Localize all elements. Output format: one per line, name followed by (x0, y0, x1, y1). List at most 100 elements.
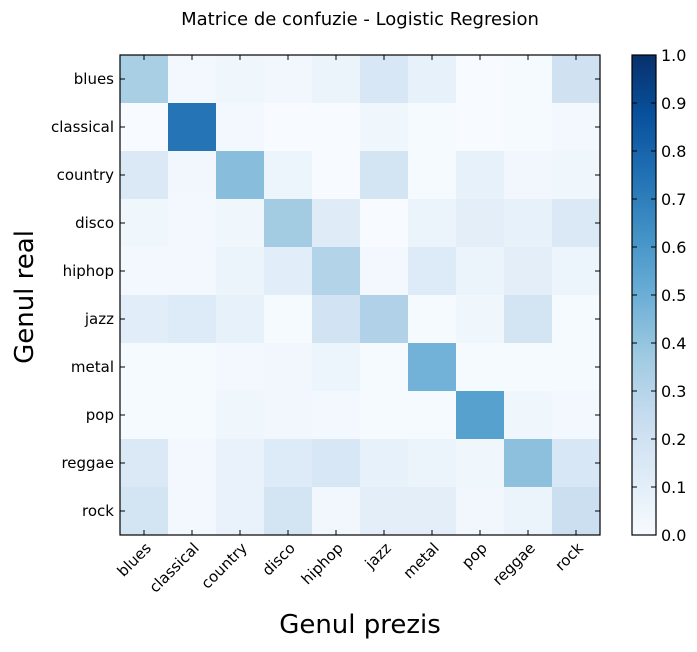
heatmap-cell (552, 391, 601, 440)
heatmap-cell (456, 487, 505, 536)
heatmap-cell (264, 295, 313, 344)
heatmap-cell (120, 55, 169, 104)
heatmap-cell (408, 55, 457, 104)
heatmap-cell (504, 103, 553, 152)
chart-title: Matrice de confuzie - Logistic Regresion (181, 9, 539, 30)
heatmap-cell (552, 247, 601, 296)
x-tick-label: disco (259, 539, 299, 579)
heatmap-cell (168, 151, 217, 200)
x-tick-label: country (198, 539, 251, 592)
heatmap-cell (168, 391, 217, 440)
heatmap-cell (216, 439, 265, 488)
y-tick-label: reggae (61, 454, 114, 472)
heatmap-cell (120, 247, 169, 296)
x-tick-label: rock (552, 539, 588, 575)
heatmap-cell (504, 55, 553, 104)
heatmap-cell (408, 199, 457, 248)
heatmap-cell (264, 55, 313, 104)
y-tick-label: hiphop (63, 262, 114, 280)
x-tick-label: reggae (489, 539, 539, 589)
y-tick-label: jazz (84, 310, 114, 328)
heatmap-cell (216, 247, 265, 296)
heatmap-cell (408, 295, 457, 344)
heatmap-cell (456, 439, 505, 488)
heatmap-cell (456, 391, 505, 440)
heatmap-cell (216, 55, 265, 104)
heatmap-cell (168, 439, 217, 488)
heatmap-cell (552, 439, 601, 488)
x-tick-label: blues (114, 539, 155, 580)
heatmap-cells (120, 55, 601, 536)
heatmap-cell (264, 199, 313, 248)
heatmap-cell (120, 343, 169, 392)
x-tick-label: pop (458, 539, 491, 572)
heatmap-cell (456, 103, 505, 152)
heatmap-cell (216, 391, 265, 440)
heatmap-cell (168, 103, 217, 152)
heatmap-cell (120, 439, 169, 488)
heatmap-cell (360, 55, 409, 104)
colorbar-ticks: 0.0 0.1 0.2 0.3 0.4 0.5 0.6 0.7 0.8 0.9 1.0 (632, 46, 686, 545)
heatmap-cell (552, 343, 601, 392)
heatmap-cell (120, 199, 169, 248)
heatmap-cell (120, 391, 169, 440)
heatmap-cell (312, 487, 361, 536)
heatmap-cell (264, 487, 313, 536)
x-tick-label: jazz (361, 539, 395, 573)
heatmap-cell (408, 343, 457, 392)
heatmap-cell (216, 199, 265, 248)
heatmap-cell (264, 391, 313, 440)
y-tick-label: pop (86, 406, 114, 424)
heatmap-cell (264, 103, 313, 152)
colorbar-tick-label: 0.6 (661, 238, 686, 257)
heatmap-cell (216, 487, 265, 536)
heatmap-cell (408, 487, 457, 536)
heatmap-cell (312, 103, 361, 152)
heatmap-cell (168, 487, 217, 536)
heatmap-cell (312, 55, 361, 104)
heatmap-cell (168, 55, 217, 104)
heatmap-cell (360, 391, 409, 440)
heatmap-cell (360, 247, 409, 296)
heatmap-cell (456, 247, 505, 296)
x-axis-label: Genul prezis (279, 610, 441, 640)
y-tick-label: country (57, 166, 114, 184)
colorbar-tick-label: 0.4 (661, 334, 686, 353)
heatmap-cell (216, 151, 265, 200)
heatmap-cell (552, 151, 601, 200)
heatmap-cell (312, 199, 361, 248)
heatmap-cell (360, 103, 409, 152)
heatmap-cell (504, 199, 553, 248)
heatmap-cell (504, 487, 553, 536)
heatmap-cell (456, 151, 505, 200)
heatmap-cell (456, 199, 505, 248)
heatmap-cell (264, 151, 313, 200)
heatmap-cell (216, 103, 265, 152)
y-tick-label: classical (51, 118, 114, 136)
heatmap-cell (312, 247, 361, 296)
heatmap-cell (216, 343, 265, 392)
heatmap-cell (408, 391, 457, 440)
heatmap-cell (168, 247, 217, 296)
heatmap-cell (504, 151, 553, 200)
heatmap-cell (456, 55, 505, 104)
x-tick-label: metal (400, 539, 443, 582)
heatmap-cell (408, 151, 457, 200)
heatmap-cell (168, 343, 217, 392)
heatmap-cell (360, 343, 409, 392)
heatmap-cell (408, 247, 457, 296)
heatmap-cell (552, 103, 601, 152)
heatmap-cell (168, 295, 217, 344)
heatmap-cell (408, 103, 457, 152)
heatmap-cell (552, 199, 601, 248)
heatmap-cell (408, 439, 457, 488)
heatmap-cell (216, 295, 265, 344)
heatmap-cell (360, 487, 409, 536)
y-tick-labels: blues classical country disco hiphop jazz meta… (51, 70, 114, 520)
heatmap-cell (456, 343, 505, 392)
y-tick-label: metal (71, 358, 114, 376)
heatmap-cell (504, 343, 553, 392)
colorbar-tick-label: 0.2 (661, 430, 686, 449)
